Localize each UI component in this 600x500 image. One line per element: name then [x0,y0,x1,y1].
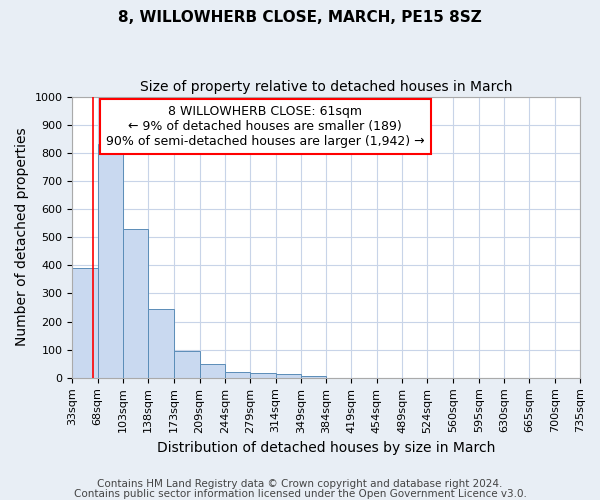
Bar [173,351,200,378]
Bar [200,364,225,378]
Bar [275,374,301,378]
Bar [98,144,123,378]
Bar [123,228,148,378]
Bar [72,268,98,378]
Title: Size of property relative to detached houses in March: Size of property relative to detached ho… [140,80,512,94]
Text: 8, WILLOWHERB CLOSE, MARCH, PE15 8SZ: 8, WILLOWHERB CLOSE, MARCH, PE15 8SZ [118,10,482,25]
Text: 8 WILLOWHERB CLOSE: 61sqm
← 9% of detached houses are smaller (189)
90% of semi-: 8 WILLOWHERB CLOSE: 61sqm ← 9% of detach… [106,105,425,148]
X-axis label: Distribution of detached houses by size in March: Distribution of detached houses by size … [157,441,496,455]
Bar [225,372,250,378]
Bar [148,310,173,378]
Bar [250,373,275,378]
Y-axis label: Number of detached properties: Number of detached properties [15,128,29,346]
Text: Contains HM Land Registry data © Crown copyright and database right 2024.: Contains HM Land Registry data © Crown c… [97,479,503,489]
Bar [301,376,326,378]
Text: Contains public sector information licensed under the Open Government Licence v3: Contains public sector information licen… [74,489,526,499]
